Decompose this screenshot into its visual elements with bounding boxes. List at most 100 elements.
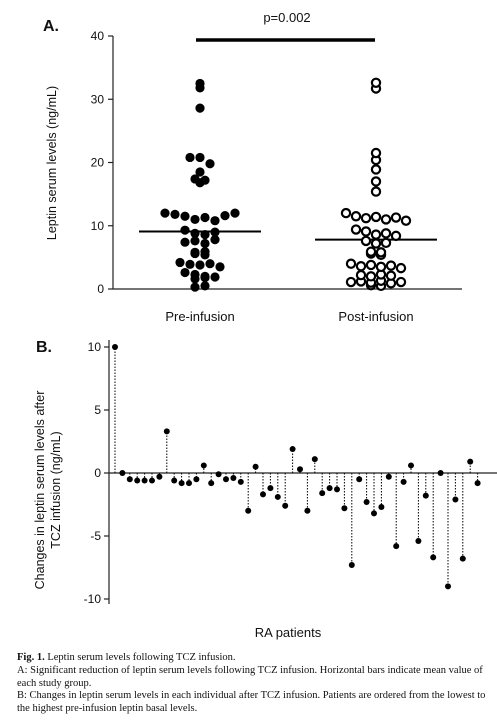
post-infusion-point [355,261,367,272]
patient-change-point [134,477,141,484]
pre-infusion-point [205,159,215,169]
patient-change-point [459,555,466,562]
post-infusion-point [375,261,387,273]
panel-b-y-ticks: -10 -5 0 5 10 [84,340,109,606]
pre-infusion-point [220,211,230,221]
pre-infusion-point [215,262,225,272]
caption-title-line: Fig. 1. Leptin serum levels following TC… [17,652,491,665]
pre-infusion-point [195,167,205,177]
patient-change-point [393,543,400,550]
post-infusion-point [360,235,372,247]
pre-infusion-point [195,152,205,163]
pre-infusion-point [195,103,205,113]
panel-b-y-tick-label: -5 [90,529,101,543]
patient-change-point [474,480,481,487]
patient-change-point [430,554,437,561]
post-infusion-point [395,276,407,288]
category-label-post-infusion: Post-infusion [338,309,413,324]
pre-infusion-point [200,281,210,291]
patient-change-point [289,446,296,453]
patient-change-point [260,491,266,498]
pre-infusion-point [185,152,195,163]
pre-infusion-point [190,174,200,184]
patient-change-point [237,478,244,485]
panel-b-y-tick-label: 0 [94,466,101,480]
category-label-pre-infusion: Pre-infusion [165,309,234,324]
pre-infusion-point [180,237,190,247]
post-infusion-point [370,176,382,187]
pre-infusion-point [185,259,195,269]
patient-change-point [326,485,333,492]
panel-a: A. Leptin serum levels (ng/mL) 0 10 20 30 40… [43,10,462,324]
patient-change-point [186,480,192,487]
pre-infusion-point [190,282,200,292]
patient-change-point [452,496,459,503]
post-infusion-point [350,224,362,235]
panel-b-y-tick-label: -10 [84,592,102,606]
post-infusion-point [360,212,372,224]
caption-line-b: B: Changes in leptin serum levels in eac… [17,690,486,715]
panel-b-y-tick-label: 10 [88,340,102,354]
post-infusion-point [360,226,372,237]
patient-change-point [348,561,355,568]
post-infusion-point [365,246,377,257]
post-infusion-point [375,247,387,258]
pre-infusion-point [210,216,220,226]
panel-a-y-tick-label: 20 [91,156,105,170]
patient-change-point [252,463,259,470]
patient-change-point [363,498,370,505]
panel-b-y-axis-title-line2: TCZ infusion (ng/mL) [49,431,63,548]
patient-change-point [156,473,163,480]
patient-change-point [126,476,133,483]
patient-change-point [230,475,237,482]
pre-infusion-point [205,259,215,269]
patient-change-point [112,344,118,350]
patient-change-point [385,473,392,480]
patient-change-point [467,458,474,465]
pre-infusion-point [200,238,210,249]
panel-a-y-ticks: 0 10 20 30 40 [91,29,113,296]
post-infusion-point [370,147,382,159]
pre-infusion-point [200,271,210,281]
patient-change-point [437,470,444,476]
pre-infusion-point [210,272,220,282]
patient-change-point [378,504,385,511]
post-infusion-point [380,214,392,225]
pre-infusion-point [200,175,210,185]
patient-change-point [200,462,207,469]
patient-change-point [141,477,148,484]
patient-change-point [193,476,200,483]
patient-change-point [163,428,170,435]
post-infusion-point [390,212,402,223]
patient-change-point [208,480,215,487]
panel-a-y-axis-title: Leptin serum levels (ng/mL) [45,86,59,240]
post-infusion-point [365,271,377,282]
pre-infusion-point [180,225,190,235]
panel-b-y-tick-label: 5 [94,403,101,417]
figure-caption: Fig. 1. Leptin serum levels following TC… [17,652,491,716]
pre-infusion-point [190,214,200,225]
patient-change-point [319,490,326,497]
patient-change-point [267,485,274,492]
panel-b-points [112,344,481,590]
patient-change-point [274,493,281,500]
patient-change-point [119,470,126,476]
patient-change-point [356,476,363,483]
patient-change-point [149,477,155,484]
pre-infusion-point [175,257,185,268]
pre-infusion-point [210,235,220,245]
post-infusion-point [370,211,382,223]
post-infusion-point [385,270,397,281]
pre-infusion-point [200,247,210,257]
post-infusion-point [350,211,362,222]
patient-change-point [282,502,289,509]
panel-a-points [160,77,412,292]
post-infusion-point [370,164,382,175]
p-value-annotation: p=0.002 [263,10,310,25]
post-infusion-point [390,230,402,242]
pre-infusion-point [200,230,210,240]
patient-change-point [171,477,178,484]
post-infusion-point [345,276,357,288]
post-infusion-point [370,238,382,249]
